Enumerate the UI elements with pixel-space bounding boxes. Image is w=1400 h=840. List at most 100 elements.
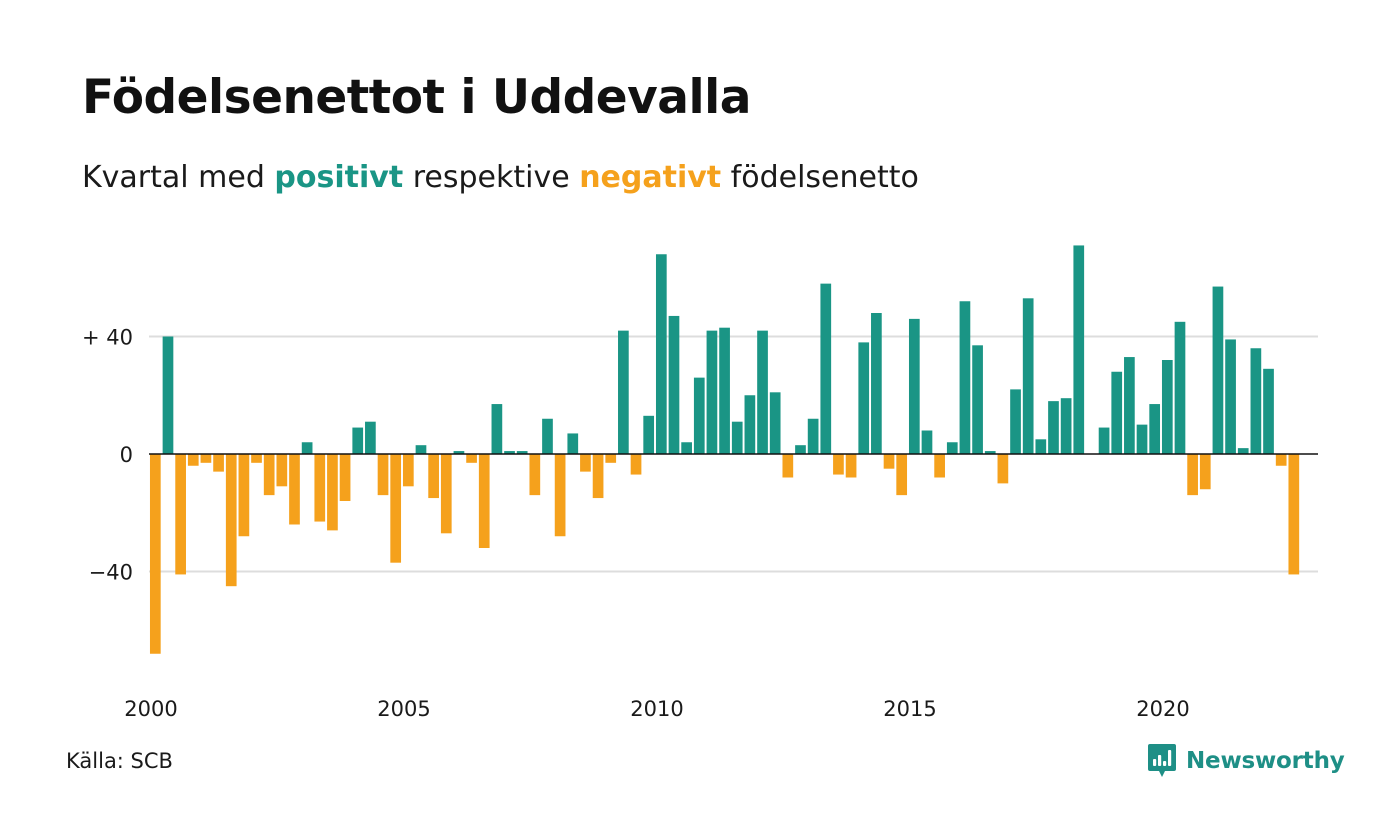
- bar-positive: [706, 330, 718, 455]
- bars: [149, 245, 1300, 654]
- bar-negative: [187, 454, 199, 466]
- bar-positive: [719, 327, 730, 454]
- bar-positive: [655, 254, 667, 454]
- bar-negative: [314, 454, 326, 522]
- bar-positive: [921, 430, 933, 454]
- bar-positive: [668, 315, 680, 454]
- x-tick-label: 2015: [883, 697, 936, 721]
- bar-positive: [504, 451, 515, 454]
- bar-positive: [1098, 427, 1110, 454]
- bar-positive: [984, 451, 996, 454]
- bar-positive: [1035, 439, 1047, 454]
- bar-positive: [807, 418, 819, 454]
- y-tick-label: −40: [89, 561, 133, 585]
- x-tick-label: 2005: [377, 697, 430, 721]
- bar-positive: [744, 395, 756, 454]
- chart-subtitle: Kvartal med positivt respektive negativt…: [82, 160, 919, 195]
- bar-positive: [352, 427, 364, 454]
- bar-positive: [516, 451, 528, 454]
- bar-positive: [1073, 245, 1085, 454]
- bar-positive: [415, 445, 427, 454]
- bar-negative: [997, 454, 1009, 484]
- x-tick-label: 2000: [124, 697, 177, 721]
- bar-negative: [782, 454, 794, 478]
- bar-positive: [1225, 339, 1236, 454]
- bar-negative: [390, 454, 402, 563]
- bar-negative: [1288, 454, 1300, 575]
- bar-negative: [213, 454, 224, 472]
- bar-negative: [554, 454, 566, 537]
- bar-positive: [162, 336, 174, 454]
- bar-positive: [757, 330, 768, 455]
- bar-positive: [908, 318, 920, 455]
- bar-negative: [276, 454, 288, 487]
- subtitle-suffix: födelsenetto: [721, 160, 919, 195]
- bar-negative: [440, 454, 452, 534]
- bar-positive: [453, 451, 465, 454]
- bar-negative: [225, 454, 237, 587]
- chart-title: Födelsenettot i Uddevalla: [82, 70, 751, 125]
- bar-positive: [618, 330, 629, 455]
- bar-positive: [1149, 404, 1161, 454]
- bar-positive: [1250, 348, 1262, 454]
- bar-negative: [478, 454, 490, 548]
- bar-negative: [339, 454, 351, 501]
- bar-negative: [327, 454, 338, 531]
- x-tick-label: 2020: [1136, 697, 1189, 721]
- bar-negative: [149, 454, 161, 654]
- bar-positive: [972, 345, 983, 454]
- bar-negative: [1275, 454, 1287, 466]
- bar-negative: [529, 454, 541, 496]
- bar-negative: [402, 454, 414, 487]
- bar-negative: [175, 454, 186, 575]
- brand-logo[interactable]: Newsworthy: [1147, 743, 1345, 779]
- bar-positive: [1161, 360, 1173, 454]
- subtitle-middle: respektive: [403, 160, 580, 195]
- bar-positive: [567, 433, 579, 454]
- bar-negative: [883, 454, 895, 469]
- bar-negative: [630, 454, 642, 475]
- bar-negative: [200, 454, 212, 463]
- bar-positive: [1060, 398, 1072, 454]
- bar-positive: [693, 377, 705, 455]
- bar-negative: [251, 454, 262, 463]
- bar-negative: [238, 454, 250, 537]
- y-tick-label: 0: [120, 443, 133, 467]
- axes: + 40 0 −40 2000 2005 2010 2015 2020: [82, 326, 1318, 721]
- bar-positive: [1237, 448, 1249, 455]
- newsworthy-logo-icon: [1148, 744, 1176, 777]
- bar-positive: [1124, 357, 1135, 454]
- bar-negative: [428, 454, 439, 499]
- x-tick-label: 2010: [630, 697, 683, 721]
- bar-negative: [377, 454, 389, 496]
- bar-negative: [580, 454, 591, 472]
- subtitle-positive-word: positivt: [274, 160, 404, 195]
- bar-positive: [542, 418, 553, 454]
- bar-positive: [1111, 371, 1123, 454]
- bar-negative: [845, 454, 857, 478]
- bar-positive: [871, 313, 882, 454]
- bar-positive: [820, 283, 832, 455]
- source-note: Källa: SCB: [66, 749, 173, 773]
- subtitle-negative-word: negativt: [579, 160, 722, 195]
- bar-positive: [643, 415, 655, 454]
- bar-positive: [1022, 298, 1034, 454]
- bar-positive: [731, 421, 743, 454]
- bar-positive: [1136, 424, 1148, 455]
- bar-negative: [289, 454, 300, 525]
- bar-positive: [946, 442, 958, 454]
- y-tick-label: + 40: [82, 326, 133, 350]
- bar-negative: [1187, 454, 1198, 496]
- bar-positive: [1010, 389, 1021, 455]
- bar-positive: [1212, 286, 1224, 454]
- brand-name: Newsworthy: [1186, 748, 1345, 774]
- bar-positive: [769, 392, 781, 454]
- bar-negative: [934, 454, 945, 478]
- bar-positive: [959, 301, 971, 454]
- bar-positive: [795, 445, 806, 454]
- bar-positive: [1048, 401, 1059, 455]
- bar-negative: [466, 454, 477, 463]
- subtitle-prefix: Kvartal med: [82, 160, 275, 195]
- bar-positive: [681, 442, 692, 454]
